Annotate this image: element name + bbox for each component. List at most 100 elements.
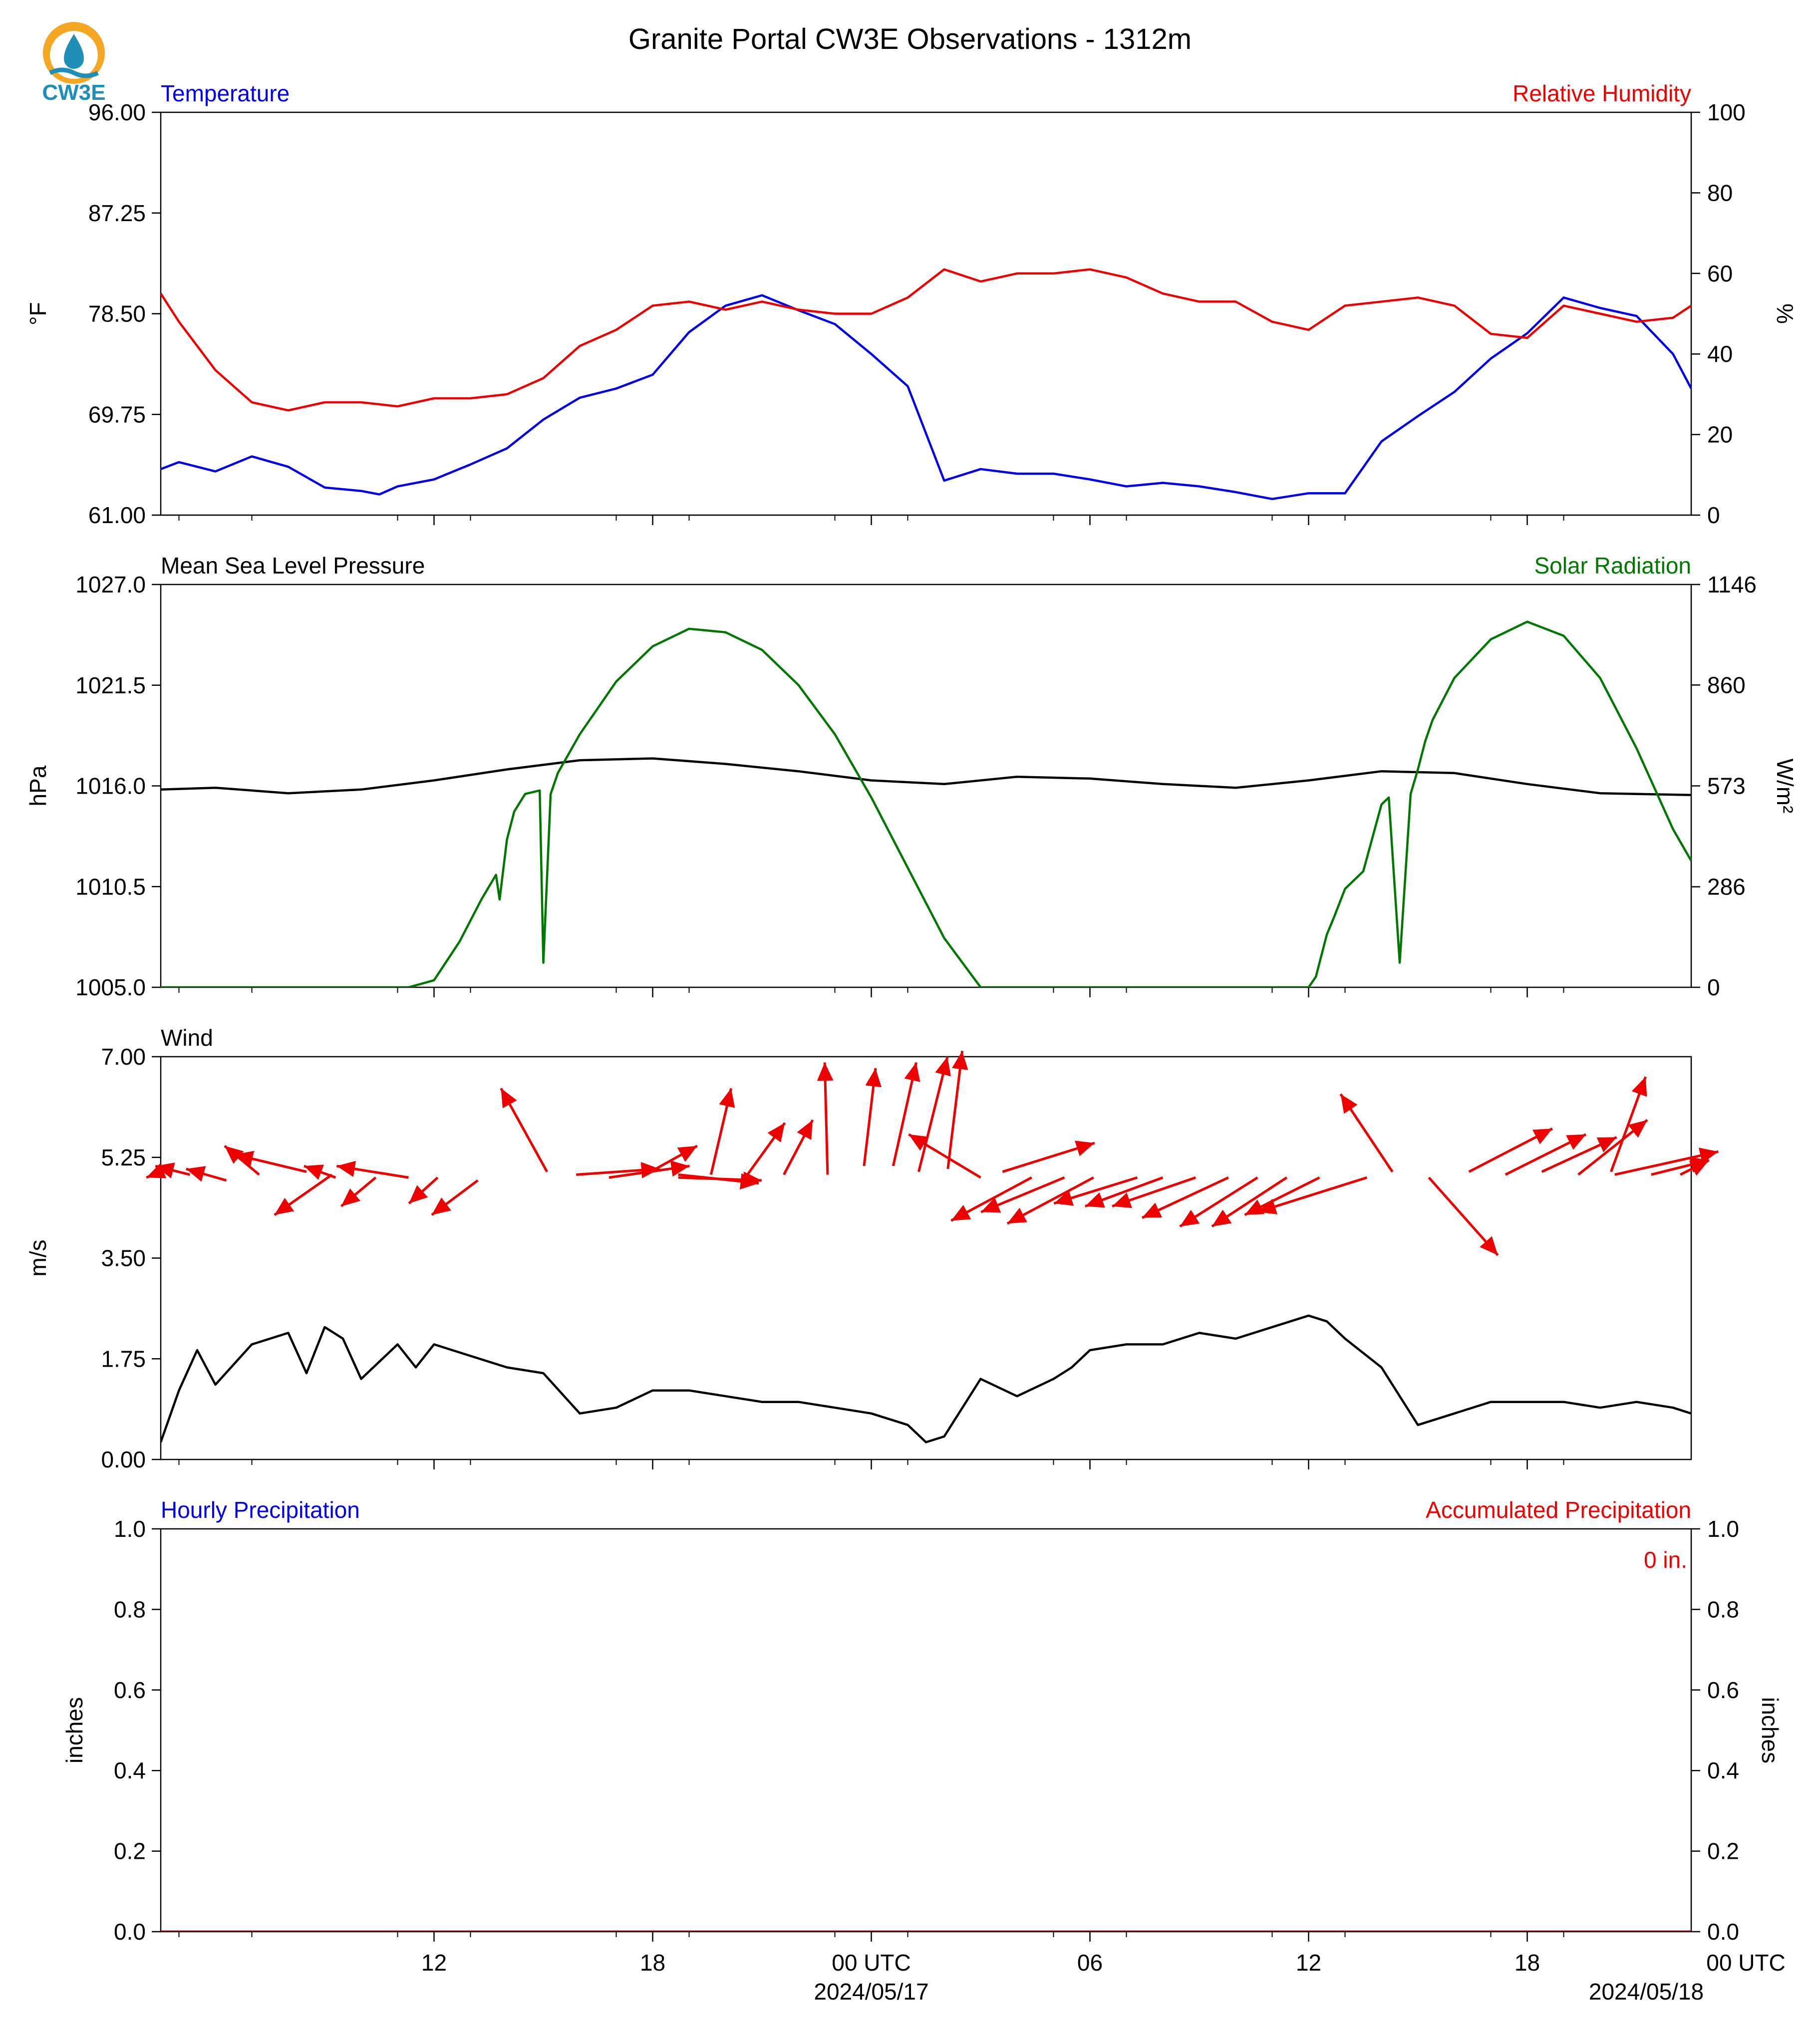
wind-arrow-head [797, 1120, 813, 1140]
wind-arrow-head [409, 1185, 428, 1203]
wind-arrow [917, 1056, 949, 1172]
y-tick-label: 3.50 [101, 1245, 146, 1271]
y-tick-label: 1.75 [101, 1346, 146, 1372]
y-tick-label: 0.8 [114, 1596, 146, 1622]
wind-arrow-head [1054, 1190, 1074, 1206]
wind-arrow [1257, 1176, 1368, 1213]
panel-right-title: Solar Radiation [1534, 553, 1691, 579]
wind-arrow-head [1180, 1209, 1200, 1227]
y-right-tick-label: 1.0 [1707, 1516, 1739, 1542]
x-tick-label: 18 [640, 1950, 665, 1976]
figure-title: Granite Portal CW3E Observations - 1312m [628, 23, 1192, 55]
wind-arrow-head [670, 1160, 690, 1177]
wind-arrow-head [186, 1166, 206, 1182]
wind-arrow [823, 1062, 829, 1175]
y-tick-label: 7.00 [101, 1044, 146, 1070]
y-right-axis-label: inches [1757, 1697, 1783, 1763]
series-line-2 [161, 268, 1691, 412]
wind-arrow-head [677, 1146, 697, 1162]
x-tick-date: 2024/05/18 [1589, 1979, 1704, 2005]
y-tick-label: 1010.5 [75, 873, 146, 899]
y-tick-label: 0.2 [114, 1838, 146, 1864]
y-right-tick-label: 20 [1707, 422, 1733, 448]
x-tick-label: 06 [1077, 1950, 1103, 1976]
wind-arrow-head [739, 1173, 759, 1189]
y-axis-label: m/s [25, 1239, 51, 1276]
plot-frame [160, 1056, 1692, 1460]
y-right-tick-label: 40 [1707, 341, 1733, 367]
y-tick-label: 1021.5 [75, 672, 146, 698]
y-axis-label: °F [25, 302, 51, 325]
wind-arrow-head [865, 1068, 882, 1088]
wind-arrow-head [1628, 1120, 1648, 1138]
cw3e-logo-text: CW3E [42, 80, 105, 105]
y-axis-label: hPa [25, 765, 51, 806]
wind-arrow-head [935, 1057, 951, 1077]
y-right-tick-label: 100 [1707, 99, 1746, 125]
wind-arrow-head [1112, 1192, 1132, 1208]
x-tick-label: 00 UTC [832, 1950, 910, 1976]
y-tick-label: 1027.0 [75, 572, 146, 597]
y-tick-label: 1005.0 [75, 974, 146, 1000]
y-right-tick-label: 60 [1707, 261, 1733, 287]
wind-arrow-head [719, 1088, 735, 1108]
wind-arrow-head [981, 1197, 1001, 1213]
wind-arrow-head [1596, 1137, 1617, 1153]
y-right-axis-label: % [1772, 303, 1798, 324]
wind-arrow-head [1689, 1160, 1709, 1176]
cw3e-logo: CW3E [42, 22, 106, 105]
y-right-tick-label: 0.0 [1707, 1919, 1739, 1945]
wind-arrow-head [1142, 1202, 1162, 1218]
y-tick-label: 0.6 [114, 1677, 146, 1703]
wind-arrow-head [1075, 1141, 1095, 1157]
panel-right-title: Accumulated Precipitation [1426, 1497, 1691, 1523]
y-right-tick-label: 0.8 [1707, 1596, 1739, 1622]
y-right-tick-label: 860 [1707, 672, 1746, 698]
y-tick-label: 0.4 [114, 1757, 146, 1783]
x-tick-label: 00 UTC [1706, 1950, 1785, 1976]
wind-arrow-head [234, 1151, 255, 1167]
panel-left-title: Mean Sea Level Pressure [161, 553, 425, 579]
wind-arrow-head [274, 1197, 295, 1215]
wind-arrow-head [224, 1146, 244, 1164]
y-tick-label: 69.75 [88, 401, 146, 427]
wind-arrow-head [767, 1123, 785, 1143]
series-line-1 [161, 294, 1691, 500]
panel-1: Temperature Relative Humidity 61.00 69.75 78… [25, 80, 1798, 528]
wind-arrow-head [951, 1204, 971, 1221]
panel-2: Mean Sea Level Pressure Solar Radiation 10… [25, 553, 1798, 1000]
y-tick-label: 1016.0 [75, 773, 146, 799]
wind-arrow-head [1007, 1207, 1027, 1224]
wind-arrow-head [1212, 1209, 1232, 1227]
series-line-2 [161, 620, 1691, 987]
panel-left-title: Wind [161, 1025, 213, 1051]
wind-arrow-head [431, 1197, 451, 1215]
series-line-1 [161, 757, 1691, 797]
wind-arrow-head [155, 1162, 175, 1178]
wind-arrow-head [336, 1160, 356, 1177]
wind-arrow-head [341, 1188, 361, 1206]
panel-3: Wind 0.00 1.75 3.50 5.25 7.00 m/s [25, 1025, 1719, 1472]
y-right-tick-label: 286 [1707, 874, 1746, 900]
y-tick-label: 87.25 [88, 200, 146, 226]
panel-left-title: Hourly Precipitation [161, 1497, 360, 1523]
y-right-tick-label: 573 [1707, 773, 1746, 799]
y-tick-label: 1.0 [114, 1516, 146, 1542]
panel-left-title: Temperature [161, 80, 290, 106]
y-right-tick-label: 1146 [1707, 572, 1757, 597]
x-tick-label: 18 [1515, 1950, 1540, 1976]
wind-arrow-head [303, 1164, 324, 1180]
x-tick-label: 12 [421, 1950, 447, 1976]
y-tick-label: 0.0 [114, 1919, 146, 1945]
y-right-tick-label: 0 [1707, 974, 1720, 1000]
y-right-tick-label: 0 [1707, 502, 1720, 528]
cw3e-wave-icon [48, 67, 99, 78]
x-tick-label: 12 [1296, 1950, 1321, 1976]
wind-arrow-head [952, 1051, 968, 1070]
wind-arrow-head [817, 1062, 834, 1081]
wind-arrow-head [1480, 1236, 1498, 1255]
wind-arrow-head [1532, 1129, 1552, 1145]
y-right-tick-label: 0.2 [1707, 1838, 1739, 1864]
wind-arrow-head [1566, 1134, 1586, 1150]
